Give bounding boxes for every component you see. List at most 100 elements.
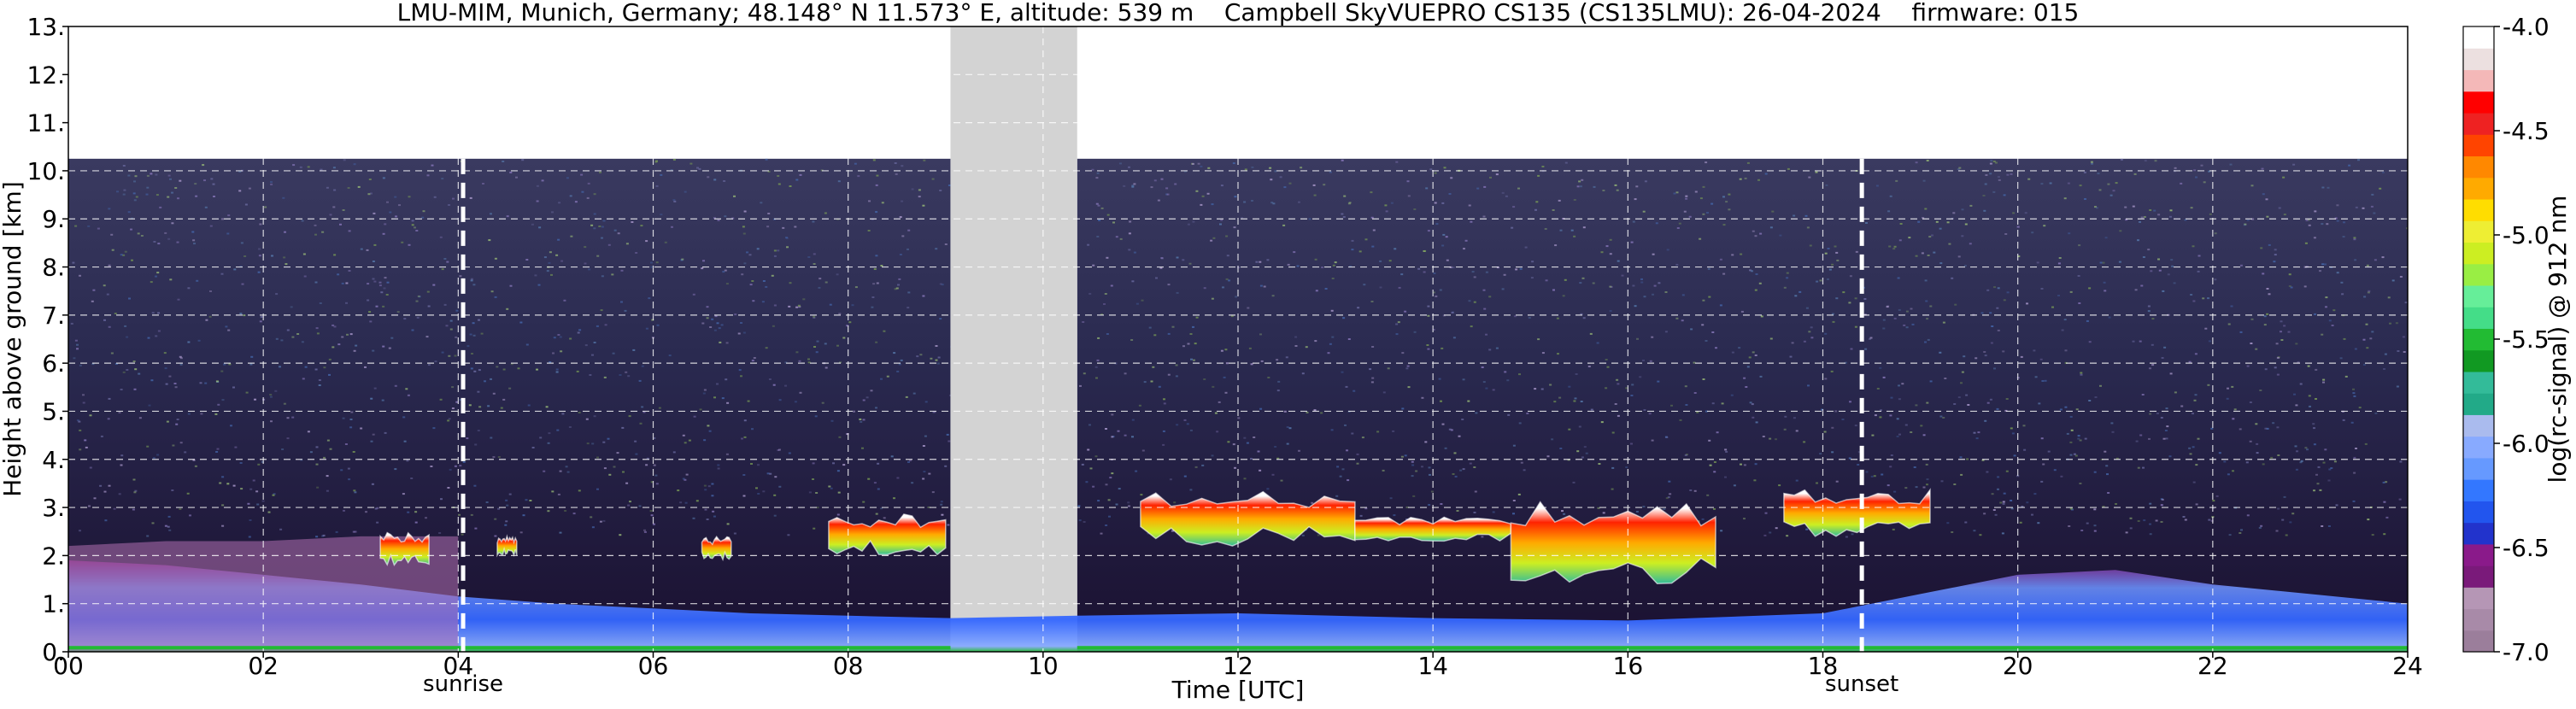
noise-speckle	[1980, 312, 1984, 314]
noise-speckle	[2231, 385, 2234, 388]
noise-speckle	[1222, 286, 1224, 289]
noise-speckle	[1364, 507, 1368, 510]
noise-speckle	[1957, 396, 1961, 399]
noise-speckle	[1108, 515, 1111, 518]
noise-speckle	[451, 386, 455, 389]
noise-speckle	[113, 507, 116, 510]
noise-speckle	[1342, 317, 1346, 319]
noise-speckle	[1140, 494, 1143, 496]
noise-speckle	[813, 253, 816, 255]
noise-speckle	[1621, 274, 1624, 277]
noise-speckle	[2406, 227, 2408, 230]
noise-speckle	[415, 230, 419, 231]
noise-speckle	[84, 439, 87, 442]
noise-speckle	[1684, 385, 1687, 388]
noise-speckle	[2226, 397, 2229, 400]
noise-speckle	[846, 433, 849, 436]
noise-speckle	[1206, 192, 1210, 195]
noise-speckle	[378, 281, 382, 284]
noise-speckle	[1230, 315, 1234, 318]
noise-speckle	[643, 529, 646, 531]
noise-speckle	[1570, 229, 1574, 231]
noise-speckle	[708, 430, 712, 432]
noise-speckle	[2195, 503, 2198, 506]
noise-speckle	[2244, 223, 2247, 226]
noise-speckle	[2184, 519, 2187, 521]
noise-speckle	[1986, 401, 1990, 404]
noise-speckle	[2367, 519, 2370, 521]
noise-speckle	[108, 397, 111, 400]
noise-speckle	[269, 396, 273, 398]
noise-speckle	[2266, 427, 2269, 430]
noise-speckle	[2239, 428, 2242, 431]
noise-speckle	[2158, 269, 2162, 272]
noise-speckle	[1863, 298, 1867, 300]
noise-speckle	[108, 325, 111, 328]
noise-speckle	[907, 461, 910, 463]
noise-speckle	[625, 371, 628, 373]
noise-speckle	[74, 339, 78, 342]
noise-speckle	[1722, 224, 1726, 226]
noise-speckle	[2330, 467, 2333, 469]
noise-speckle	[1384, 204, 1388, 207]
colorbar-swatch	[2463, 349, 2494, 372]
noise-speckle	[426, 174, 430, 177]
noise-speckle	[134, 175, 138, 178]
noise-speckle	[1456, 510, 1459, 512]
noise-speckle	[506, 308, 509, 310]
noise-speckle	[1880, 409, 1882, 412]
noise-speckle	[631, 221, 634, 223]
noise-speckle	[380, 291, 384, 294]
noise-speckle	[722, 271, 725, 273]
noise-speckle	[494, 257, 497, 260]
noise-speckle	[1523, 469, 1526, 472]
noise-speckle	[1370, 301, 1374, 302]
noise-speckle	[868, 200, 871, 202]
noise-speckle	[373, 280, 377, 283]
noise-speckle	[2308, 224, 2311, 226]
x-tick-label: 10	[1028, 652, 1059, 680]
noise-speckle	[2364, 442, 2368, 445]
noise-speckle	[1886, 306, 1889, 308]
noise-speckle	[301, 220, 304, 222]
noise-speckle	[2151, 318, 2155, 320]
noise-speckle	[1429, 473, 1431, 476]
noise-speckle	[529, 500, 532, 501]
noise-speckle	[2315, 368, 2318, 371]
noise-speckle	[2334, 217, 2338, 220]
noise-speckle	[355, 344, 358, 347]
noise-speckle	[2250, 318, 2254, 320]
noise-speckle	[1186, 423, 1189, 425]
noise-speckle	[382, 177, 385, 179]
noise-speckle	[707, 485, 711, 488]
noise-speckle	[1406, 365, 1410, 367]
noise-speckle	[2079, 483, 2082, 484]
noise-speckle	[192, 459, 196, 461]
noise-speckle	[286, 417, 290, 419]
noise-speckle	[1485, 387, 1488, 390]
noise-speckle	[167, 515, 171, 518]
noise-speckle	[99, 484, 103, 487]
noise-speckle	[1803, 441, 1806, 443]
noise-speckle	[2343, 337, 2346, 340]
noise-speckle	[1953, 483, 1957, 485]
noise-speckle	[103, 319, 106, 321]
noise-speckle	[1870, 475, 1874, 478]
noise-speckle	[2260, 247, 2263, 249]
noise-speckle	[1711, 402, 1715, 405]
noise-speckle	[1347, 338, 1351, 340]
noise-speckle	[2340, 281, 2344, 284]
noise-speckle	[1534, 388, 1537, 390]
noise-speckle	[1469, 462, 1472, 465]
noise-speckle	[249, 363, 253, 366]
noise-speckle	[74, 225, 78, 227]
noise-speckle	[468, 404, 472, 407]
noise-speckle	[590, 516, 593, 519]
noise-speckle	[1224, 349, 1228, 351]
noise-speckle	[2313, 443, 2316, 446]
noise-speckle	[645, 327, 648, 330]
noise-speckle	[332, 167, 336, 169]
noise-speckle	[543, 470, 546, 472]
noise-speckle	[1489, 176, 1492, 179]
noise-speckle	[581, 190, 584, 193]
